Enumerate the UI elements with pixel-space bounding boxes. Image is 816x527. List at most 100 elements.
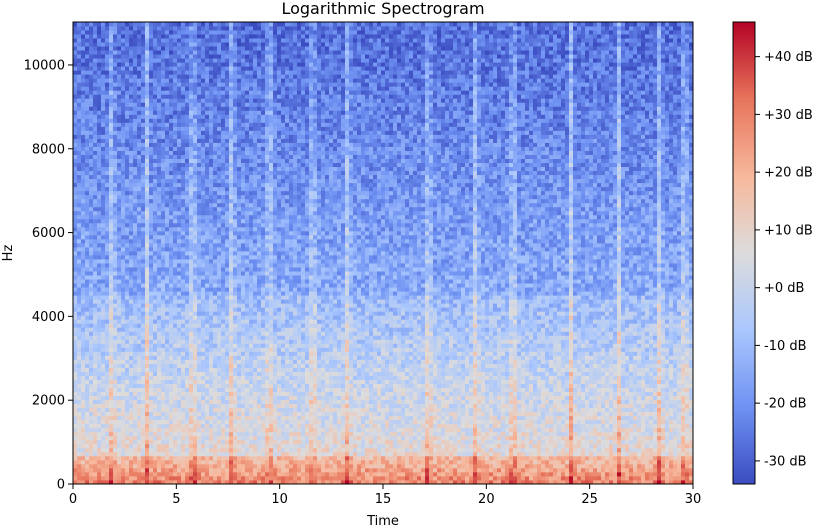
heatmap-cell [125, 126, 129, 130]
heatmap-cell [101, 159, 105, 163]
heatmap-cell [241, 118, 245, 122]
heatmap-cell [157, 78, 161, 82]
heatmap-cell [221, 428, 225, 432]
heatmap-cell [161, 98, 165, 102]
heatmap-cell [105, 247, 109, 251]
heatmap-cell [85, 86, 89, 90]
heatmap-cell [129, 400, 133, 404]
heatmap-cell [173, 239, 177, 243]
heatmap-cell [117, 199, 121, 203]
heatmap-cell [241, 259, 245, 263]
heatmap-cell [181, 456, 185, 460]
heatmap-cell [145, 179, 149, 183]
heatmap-cell [97, 255, 101, 259]
heatmap-cell [101, 323, 105, 327]
heatmap-cell [181, 98, 185, 102]
heatmap-cell [145, 231, 149, 235]
heatmap-cell [149, 380, 153, 384]
heatmap-cell [209, 359, 213, 363]
heatmap-cell [105, 211, 109, 215]
heatmap-cell [133, 86, 137, 90]
heatmap-cell [225, 384, 229, 388]
heatmap-cell [105, 130, 109, 134]
heatmap-cell [153, 468, 157, 472]
heatmap-cell [169, 102, 173, 106]
heatmap-cell [201, 287, 205, 291]
heatmap-cell [173, 118, 177, 122]
heatmap-cell [105, 396, 109, 400]
heatmap-cell [77, 231, 81, 235]
heatmap-cell [125, 460, 129, 464]
heatmap-cell [133, 400, 137, 404]
heatmap-cell [145, 239, 149, 243]
heatmap-cell [81, 351, 85, 355]
heatmap-cell [153, 436, 157, 440]
heatmap-cell [169, 440, 173, 444]
heatmap-cell [189, 368, 193, 372]
heatmap-cell [209, 347, 213, 351]
heatmap-cell [81, 432, 85, 436]
heatmap-cell [77, 311, 81, 315]
heatmap-cell [93, 432, 97, 436]
heatmap-cell [221, 50, 225, 54]
heatmap-cell [205, 408, 209, 412]
heatmap-cell [101, 143, 105, 147]
heatmap-cell [185, 70, 189, 74]
heatmap-cell [165, 207, 169, 211]
heatmap-cell [209, 412, 213, 416]
heatmap-cell [153, 78, 157, 82]
heatmap-cell [153, 376, 157, 380]
heatmap-cell [73, 355, 77, 359]
heatmap-cell [125, 343, 129, 347]
heatmap-cell [189, 347, 193, 351]
heatmap-cell [241, 66, 245, 70]
heatmap-cell [177, 126, 181, 130]
heatmap-cell [193, 151, 197, 155]
heatmap-cell [109, 359, 113, 363]
heatmap-cell [201, 275, 205, 279]
heatmap-cell [101, 34, 105, 38]
heatmap-cell [229, 380, 233, 384]
heatmap-cell [181, 143, 185, 147]
heatmap-cell [241, 183, 245, 187]
heatmap-cell [193, 235, 197, 239]
heatmap-cell [121, 347, 125, 351]
heatmap-cell [105, 255, 109, 259]
heatmap-cell [85, 50, 89, 54]
heatmap-cell [169, 331, 173, 335]
heatmap-cell [213, 339, 217, 343]
heatmap-cell [233, 335, 237, 339]
heatmap-cell [93, 380, 97, 384]
heatmap-cell [101, 130, 105, 134]
heatmap-cell [233, 436, 237, 440]
heatmap-cell [137, 155, 141, 159]
heatmap-cell [201, 58, 205, 62]
heatmap-cell [141, 400, 145, 404]
heatmap-cell [73, 428, 77, 432]
heatmap-cell [113, 82, 117, 86]
heatmap-cell [77, 412, 81, 416]
heatmap-cell [77, 38, 81, 42]
heatmap-cell [225, 404, 229, 408]
heatmap-cell [189, 420, 193, 424]
heatmap-cell [173, 307, 177, 311]
heatmap-cell [233, 247, 237, 251]
heatmap-cell [177, 404, 181, 408]
heatmap-cell [197, 167, 201, 171]
heatmap-cell [241, 275, 245, 279]
heatmap-cell [157, 46, 161, 50]
heatmap-cell [189, 311, 193, 315]
heatmap-cell [209, 110, 213, 114]
heatmap-cell [157, 118, 161, 122]
heatmap-cell [113, 219, 117, 223]
heatmap-cell [117, 227, 121, 231]
heatmap-cell [93, 171, 97, 175]
heatmap-cell [81, 78, 85, 82]
heatmap-cell [129, 239, 133, 243]
heatmap-cell [153, 183, 157, 187]
heatmap-cell [125, 351, 129, 355]
heatmap-cell [161, 303, 165, 307]
heatmap-cell [149, 456, 153, 460]
heatmap-cell [93, 331, 97, 335]
heatmap-cell [149, 464, 153, 468]
